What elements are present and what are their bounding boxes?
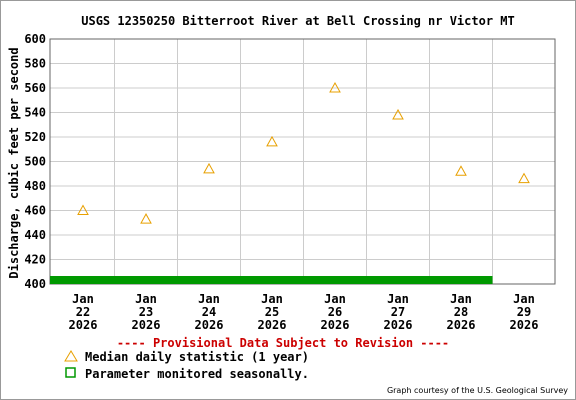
x-tick-year: 2026: [510, 318, 539, 332]
credit-text: Graph courtesy of the U.S. Geological Su…: [387, 386, 568, 395]
y-tick-label: 560: [24, 81, 46, 95]
seasonal-monitoring-bar: [50, 276, 493, 284]
y-tick-label: 540: [24, 106, 46, 120]
data-point-triangle: [140, 213, 152, 224]
x-tick-year: 2026: [258, 318, 287, 332]
y-tick-label: 440: [24, 228, 46, 242]
x-tick-year: 2026: [132, 318, 161, 332]
x-tick-year: 2026: [321, 318, 350, 332]
x-tick-month: Jan: [513, 292, 535, 306]
x-tick-year: 2026: [69, 318, 98, 332]
data-point-triangle: [518, 172, 530, 184]
y-tick-label: 460: [24, 204, 46, 218]
x-tick-day: 27: [391, 305, 405, 319]
y-tick-label: 520: [24, 130, 46, 144]
x-tick-day: 25: [265, 305, 279, 319]
chart-title: USGS 12350250 Bitterroot River at Bell C…: [81, 14, 514, 28]
data-point-triangle: [329, 81, 341, 93]
y-tick-label: 500: [24, 155, 46, 169]
x-tick-day: 29: [517, 305, 531, 319]
y-tick-label: 600: [24, 32, 46, 46]
x-tick-month: Jan: [135, 292, 157, 306]
x-tick-year: 2026: [384, 318, 413, 332]
x-tick-month: Jan: [198, 292, 220, 306]
y-tick-label: 580: [24, 57, 46, 71]
median-points: [77, 81, 530, 224]
legend-square-icon: [65, 367, 76, 378]
y-tick-label: 480: [24, 179, 46, 193]
legend-seasonal-label: Parameter monitored seasonally.: [85, 367, 309, 381]
data-point-triangle: [455, 165, 467, 176]
x-tick-month: Jan: [324, 292, 346, 306]
data-point-triangle: [203, 162, 215, 174]
data-point-triangle: [392, 108, 404, 120]
x-tick-day: 24: [202, 305, 216, 319]
x-tick-month: Jan: [450, 292, 472, 306]
x-tick-month: Jan: [387, 292, 409, 306]
provisional-notice: ---- Provisional Data Subject to Revisio…: [117, 336, 449, 350]
x-tick-day: 26: [328, 305, 342, 319]
x-tick-labels: Jan222026Jan232026Jan242026Jan252026Jan2…: [69, 292, 539, 332]
x-tick-day: 22: [76, 305, 90, 319]
grid: [50, 39, 555, 284]
legend-triangle-icon: [64, 350, 78, 362]
y-axis-label: Discharge, cubic feet per second: [7, 47, 21, 278]
x-tick-day: 28: [454, 305, 468, 319]
x-tick-month: Jan: [72, 292, 94, 306]
y-tick-label: 420: [24, 253, 46, 267]
data-point-triangle: [266, 135, 278, 147]
x-tick-year: 2026: [195, 318, 224, 332]
x-tick-year: 2026: [447, 318, 476, 332]
x-tick-day: 23: [139, 305, 153, 319]
x-tick-month: Jan: [261, 292, 283, 306]
y-tick-labels: 400 420 440 460 480 500 520 540 560 580 600: [24, 32, 46, 291]
data-point-triangle: [77, 204, 89, 215]
legend-median-label: Median daily statistic (1 year): [85, 350, 309, 364]
y-tick-label: 400: [24, 277, 46, 291]
